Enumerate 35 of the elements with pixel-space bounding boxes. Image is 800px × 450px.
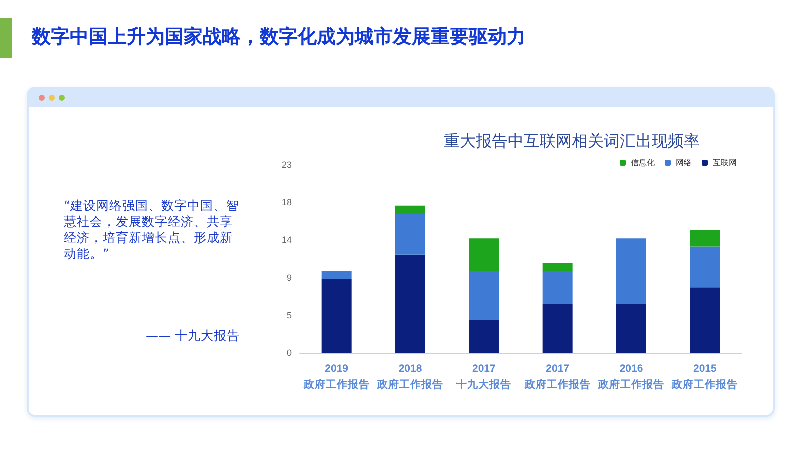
legend-label: 信息化 (631, 158, 655, 168)
bar (616, 238, 646, 304)
bar (690, 230, 720, 247)
bar (469, 320, 500, 353)
legend-label: 互联网 (713, 158, 737, 168)
y-tick-label: 14 (282, 235, 292, 246)
bar (469, 238, 500, 272)
bar (542, 304, 573, 353)
x-tick-label: 2015 政府工作报告 (671, 363, 738, 391)
x-tick-label: 2017 十九大报告 (456, 363, 512, 391)
bar (690, 246, 720, 288)
bar (542, 271, 573, 304)
x-tick-label: 2018 政府工作报告 (376, 363, 444, 391)
chart-title: 数字中国上升为国家战略，数字化成为城市发展重要驱动力 (32, 25, 526, 50)
bar (542, 263, 573, 272)
y-tick-label: 23 (282, 160, 292, 170)
y-tick-label: 0 (286, 348, 292, 358)
bar (469, 271, 500, 320)
bar (322, 271, 352, 280)
bar (396, 206, 426, 214)
y-tick-label: 9 (286, 272, 292, 283)
y-tick-label: 18 (282, 198, 292, 208)
text: “建设网络强国、数字中国、智慧社会，发展数字经济、共享经济，培育新增长点、形成新动能。” (64, 198, 240, 262)
bar (396, 214, 426, 255)
legend-label: 网络 (676, 158, 692, 168)
x-tick-label: 2017 政府工作报告 (524, 363, 591, 391)
text: —— 十九大报告 (146, 328, 240, 345)
bar (322, 279, 352, 353)
chart-subtitle: 重大报告中互联网相关词汇出现频率 (444, 132, 700, 150)
x-tick-label: 2016 政府工作报告 (598, 363, 664, 391)
bar (616, 304, 646, 353)
y-tick-label: 5 (286, 310, 292, 320)
bar (396, 254, 426, 353)
x-tick-label: 2019 政府工作报告 (302, 363, 370, 391)
bar (690, 288, 720, 353)
